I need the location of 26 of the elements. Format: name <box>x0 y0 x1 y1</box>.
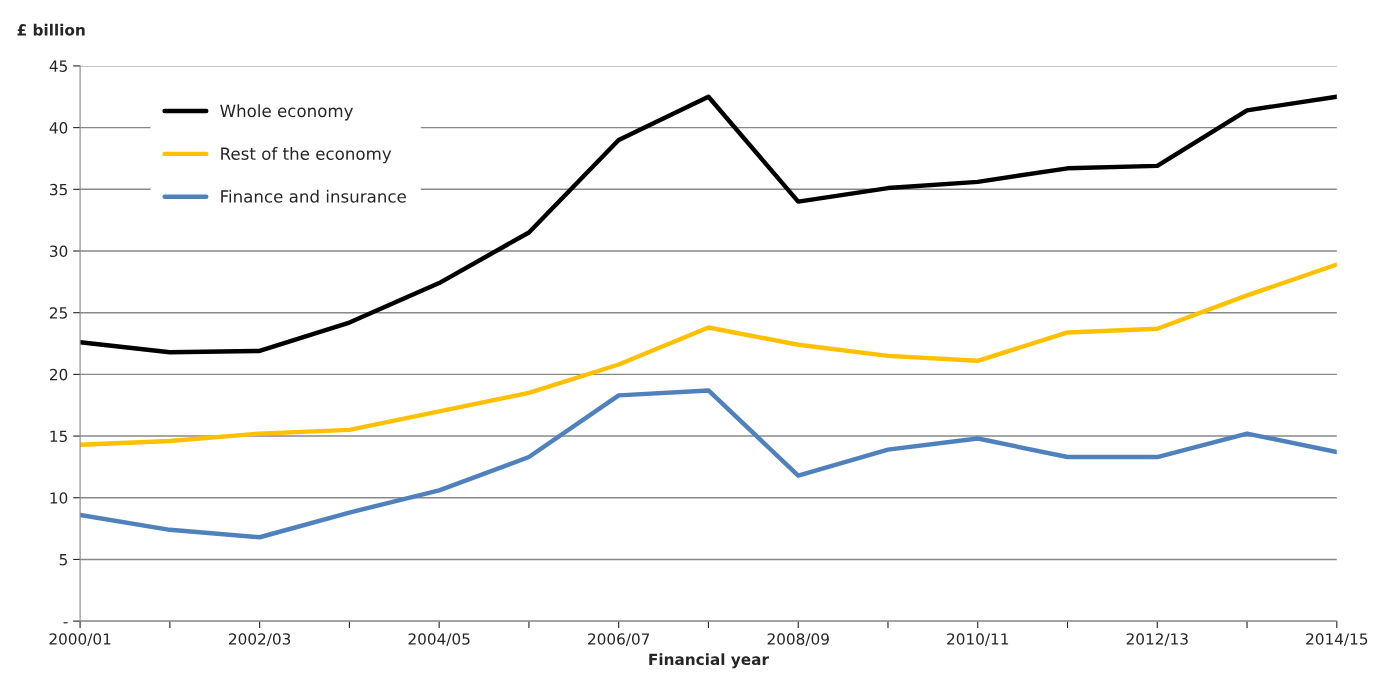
y-tick-label: 40 <box>49 122 68 134</box>
legend-label: Whole economy <box>220 104 353 121</box>
x-tick-label: 2014/15 <box>1306 633 1368 646</box>
x-tick-label: 2002/03 <box>229 633 291 646</box>
y-axis-title: £ billion <box>17 23 85 36</box>
y-tick-label: 25 <box>49 307 67 319</box>
y-tick-label: 45 <box>49 60 67 72</box>
x-tick-label: 2006/07 <box>588 633 650 646</box>
y-tick-label: 15 <box>50 430 67 443</box>
y-tick-label: 35 <box>50 183 67 196</box>
x-tick-label: 2010/11 <box>947 633 1009 646</box>
y-tick-label: 20 <box>49 368 68 381</box>
x-tick-label: 2008/09 <box>767 633 829 646</box>
legend-label: Finance and insurance <box>221 189 406 203</box>
x-tick-label: 2000/01 <box>49 633 111 646</box>
y-tick-label: 30 <box>50 245 68 258</box>
line-series <box>80 94 1337 355</box>
legend-label: Rest of the economy <box>221 147 392 164</box>
x-tick-label: 2004/05 <box>408 633 470 646</box>
y-tick-label: - <box>63 622 68 624</box>
line-series <box>80 262 1337 447</box>
y-tick-label: 5 <box>59 554 67 566</box>
x-tick-label: 2012/13 <box>1126 633 1188 646</box>
y-tick-label: 10 <box>50 492 68 504</box>
x-axis-title: Financial year <box>649 653 769 669</box>
line-series <box>80 388 1337 540</box>
